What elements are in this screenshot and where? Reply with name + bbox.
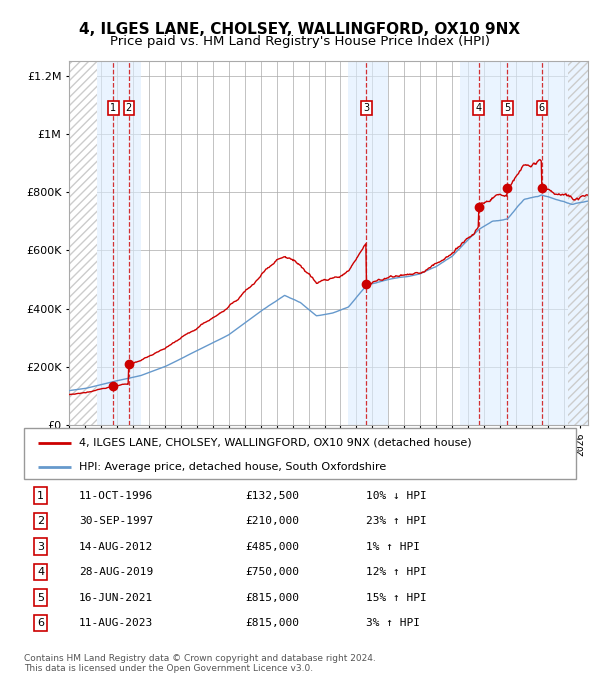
- Bar: [349, 61, 388, 425]
- Text: 3% ↑ HPI: 3% ↑ HPI: [366, 618, 420, 628]
- Text: 4: 4: [37, 567, 44, 577]
- Text: 1: 1: [37, 490, 44, 500]
- Text: 15% ↑ HPI: 15% ↑ HPI: [366, 592, 427, 602]
- Text: 3: 3: [363, 103, 370, 113]
- Text: £815,000: £815,000: [245, 592, 299, 602]
- Text: £750,000: £750,000: [245, 567, 299, 577]
- Text: 11-AUG-2023: 11-AUG-2023: [79, 618, 154, 628]
- Bar: [97, 61, 141, 425]
- Text: 1% ↑ HPI: 1% ↑ HPI: [366, 541, 420, 551]
- Text: 30-SEP-1997: 30-SEP-1997: [79, 516, 154, 526]
- Text: 12% ↑ HPI: 12% ↑ HPI: [366, 567, 427, 577]
- Text: 3: 3: [37, 541, 44, 551]
- Text: 16-JUN-2021: 16-JUN-2021: [79, 592, 154, 602]
- Text: 4, ILGES LANE, CHOLSEY, WALLINGFORD, OX10 9NX (detached house): 4, ILGES LANE, CHOLSEY, WALLINGFORD, OX1…: [79, 438, 472, 447]
- Text: £485,000: £485,000: [245, 541, 299, 551]
- Text: 5: 5: [37, 592, 44, 602]
- Bar: [568, 61, 588, 425]
- Text: 6: 6: [539, 103, 545, 113]
- Bar: [568, 61, 588, 425]
- Text: 2: 2: [126, 103, 132, 113]
- Text: 10% ↓ HPI: 10% ↓ HPI: [366, 490, 427, 500]
- Text: £815,000: £815,000: [245, 618, 299, 628]
- Bar: [69, 61, 97, 425]
- Text: 11-OCT-1996: 11-OCT-1996: [79, 490, 154, 500]
- Bar: [69, 61, 97, 425]
- Text: Price paid vs. HM Land Registry's House Price Index (HPI): Price paid vs. HM Land Registry's House …: [110, 35, 490, 48]
- Text: 1: 1: [110, 103, 116, 113]
- Text: Contains HM Land Registry data © Crown copyright and database right 2024.
This d: Contains HM Land Registry data © Crown c…: [24, 653, 376, 673]
- Text: 23% ↑ HPI: 23% ↑ HPI: [366, 516, 427, 526]
- Text: 4: 4: [476, 103, 482, 113]
- FancyBboxPatch shape: [24, 428, 576, 479]
- Text: 14-AUG-2012: 14-AUG-2012: [79, 541, 154, 551]
- Text: 28-AUG-2019: 28-AUG-2019: [79, 567, 154, 577]
- Text: 2: 2: [37, 516, 44, 526]
- Text: HPI: Average price, detached house, South Oxfordshire: HPI: Average price, detached house, Sout…: [79, 462, 386, 472]
- Text: £132,500: £132,500: [245, 490, 299, 500]
- Text: 6: 6: [37, 618, 44, 628]
- Text: 4, ILGES LANE, CHOLSEY, WALLINGFORD, OX10 9NX: 4, ILGES LANE, CHOLSEY, WALLINGFORD, OX1…: [79, 22, 521, 37]
- Text: 5: 5: [504, 103, 511, 113]
- Text: £210,000: £210,000: [245, 516, 299, 526]
- Bar: [460, 61, 588, 425]
